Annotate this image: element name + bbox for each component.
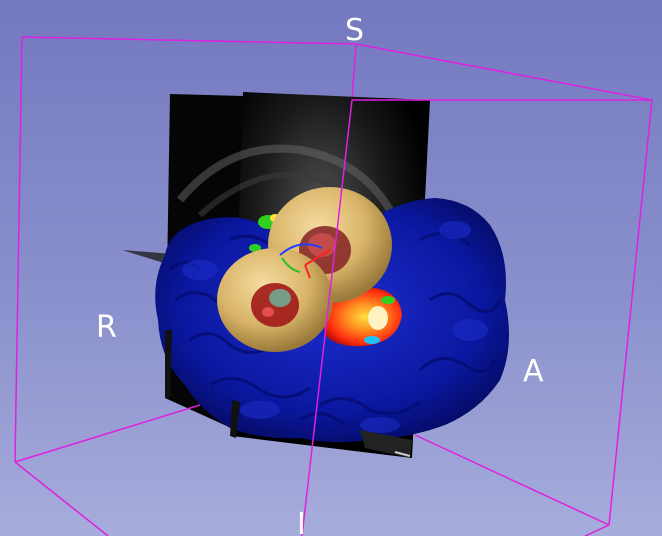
- transform-axes-gizmo[interactable]: [279, 243, 331, 279]
- bounding-box-front: [14, 36, 653, 536]
- bounding-box-back: [21, 36, 653, 101]
- torus-model-lower[interactable]: [217, 248, 333, 352]
- orientation-label-right: R: [96, 310, 117, 345]
- slice-plane-front-edges: [165, 330, 412, 458]
- activation-heatmap: [249, 214, 402, 347]
- orientation-label-inferior: I: [297, 507, 306, 536]
- orientation-label-anterior: A: [523, 354, 544, 389]
- orientation-label-superior: S: [345, 13, 365, 48]
- slice-anatomy-ghost: [176, 144, 394, 213]
